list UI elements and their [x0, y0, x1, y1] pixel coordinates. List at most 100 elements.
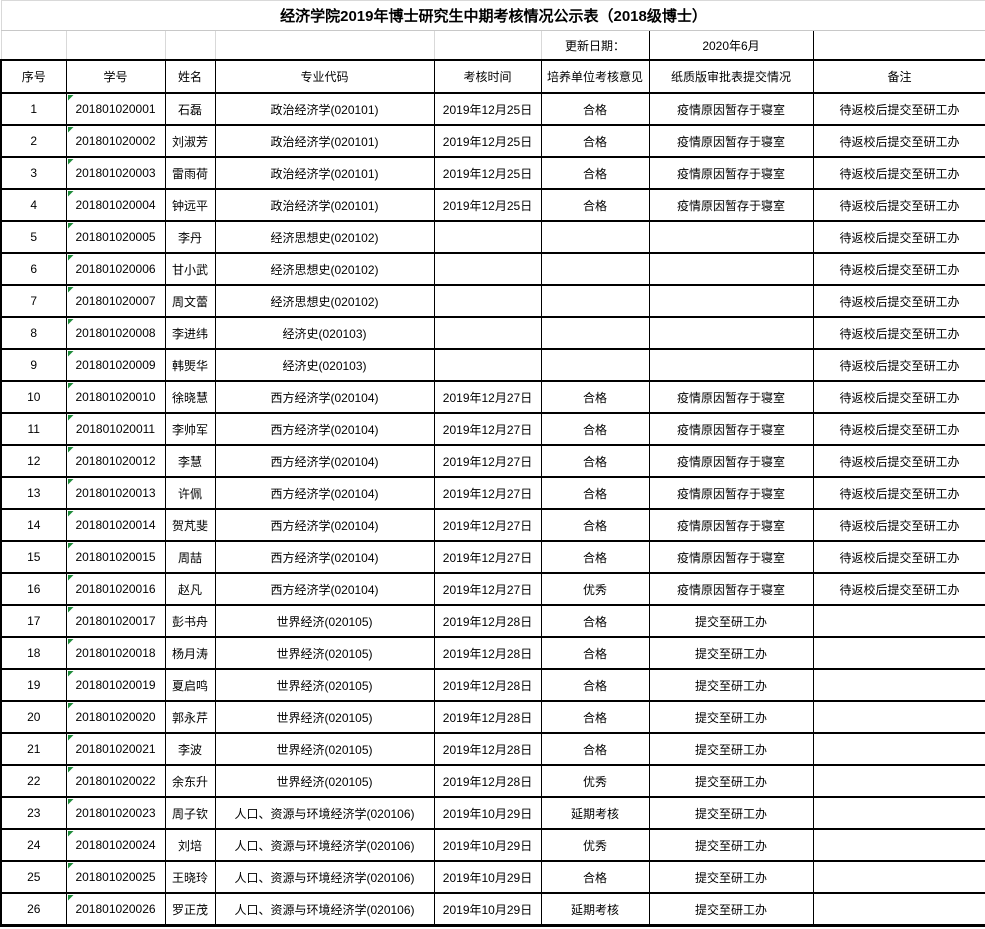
col-header-assess-date[interactable]: 考核时间: [433, 59, 542, 94]
cell-remark[interactable]: 待返校后提交至研工办: [812, 188, 985, 222]
cell-major-code[interactable]: 人口、资源与环境经济学(020106): [214, 892, 435, 927]
cell-assess-date[interactable]: 2019年12月25日: [433, 124, 542, 158]
cell-student-id[interactable]: 201801020010: [65, 380, 166, 414]
cell-seq[interactable]: 24: [0, 828, 67, 862]
cell-assess-date[interactable]: 2019年10月29日: [433, 892, 542, 927]
cell-paper-status[interactable]: 提交至研工办: [648, 700, 814, 734]
cell-paper-status[interactable]: 提交至研工办: [648, 828, 814, 862]
cell-student-id[interactable]: 201801020002: [65, 124, 166, 158]
cell-paper-status[interactable]: 提交至研工办: [648, 764, 814, 798]
cell-remark[interactable]: 待返校后提交至研工办: [812, 92, 985, 126]
cell-opinion[interactable]: 合格: [540, 476, 650, 510]
cell-remark[interactable]: 待返校后提交至研工办: [812, 508, 985, 542]
cell-name[interactable]: 贺芃斐: [164, 508, 216, 542]
cell-name[interactable]: 徐晓慧: [164, 380, 216, 414]
cell-remark[interactable]: [812, 764, 985, 798]
cell-student-id[interactable]: 201801020006: [65, 252, 166, 286]
cell-student-id[interactable]: 201801020024: [65, 828, 166, 862]
cell-major-code[interactable]: 政治经济学(020101): [214, 124, 435, 158]
cell-assess-date[interactable]: 2019年12月28日: [433, 668, 542, 702]
cell-major-code[interactable]: 西方经济学(020104): [214, 476, 435, 510]
cell-major-code[interactable]: 世界经济(020105): [214, 700, 435, 734]
cell-major-code[interactable]: 世界经济(020105): [214, 604, 435, 638]
cell-paper-status[interactable]: [648, 220, 814, 254]
col-header-opinion[interactable]: 培养单位考核意见: [540, 59, 650, 94]
cell-paper-status[interactable]: 提交至研工办: [648, 892, 814, 927]
cell-name[interactable]: 李慧: [164, 444, 216, 478]
cell-remark[interactable]: 待返校后提交至研工办: [812, 284, 985, 318]
cell-name[interactable]: 赵凡: [164, 572, 216, 606]
cell-student-id[interactable]: 201801020022: [65, 764, 166, 798]
cell-seq[interactable]: 7: [0, 284, 67, 318]
cell-paper-status[interactable]: 提交至研工办: [648, 732, 814, 766]
cell-student-id[interactable]: 201801020017: [65, 604, 166, 638]
cell-remark[interactable]: 待返校后提交至研工办: [812, 124, 985, 158]
col-header-paper-status[interactable]: 纸质版审批表提交情况: [648, 59, 814, 94]
cell-opinion[interactable]: 合格: [540, 380, 650, 414]
cell-major-code[interactable]: 人口、资源与环境经济学(020106): [214, 860, 435, 894]
cell-name[interactable]: 夏启鸣: [164, 668, 216, 702]
cell-paper-status[interactable]: 疫情原因暂存于寝室: [648, 92, 814, 126]
cell-name[interactable]: 刘培: [164, 828, 216, 862]
cell-seq[interactable]: 5: [0, 220, 67, 254]
cell-paper-status[interactable]: 疫情原因暂存于寝室: [648, 380, 814, 414]
update-date-value[interactable]: 2020年6月: [648, 30, 814, 61]
cell-seq[interactable]: 15: [0, 540, 67, 574]
cell-assess-date[interactable]: 2019年12月28日: [433, 636, 542, 670]
cell-seq[interactable]: 16: [0, 572, 67, 606]
cell-assess-date[interactable]: 2019年12月25日: [433, 156, 542, 190]
cell-remark[interactable]: 待返校后提交至研工办: [812, 540, 985, 574]
cell-opinion[interactable]: 合格: [540, 732, 650, 766]
cell-assess-date[interactable]: [433, 316, 542, 350]
cell-remark[interactable]: 待返校后提交至研工办: [812, 572, 985, 606]
cell-opinion[interactable]: [540, 284, 650, 318]
cell-major-code[interactable]: 世界经济(020105): [214, 668, 435, 702]
cell-seq[interactable]: 8: [0, 316, 67, 350]
cell-student-id[interactable]: 201801020026: [65, 892, 166, 927]
cell-opinion[interactable]: 合格: [540, 860, 650, 894]
cell-assess-date[interactable]: 2019年12月27日: [433, 380, 542, 414]
cell-paper-status[interactable]: [648, 348, 814, 382]
cell-seq[interactable]: 9: [0, 348, 67, 382]
cell-major-code[interactable]: 经济史(020103): [214, 316, 435, 350]
cell-remark[interactable]: [812, 796, 985, 830]
cell-remark[interactable]: [812, 636, 985, 670]
cell-major-code[interactable]: 西方经济学(020104): [214, 508, 435, 542]
cell-major-code[interactable]: 人口、资源与环境经济学(020106): [214, 828, 435, 862]
cell-paper-status[interactable]: 疫情原因暂存于寝室: [648, 156, 814, 190]
cell-student-id[interactable]: 201801020023: [65, 796, 166, 830]
cell-major-code[interactable]: 世界经济(020105): [214, 732, 435, 766]
cell-opinion[interactable]: [540, 316, 650, 350]
cell-name[interactable]: 韩煚华: [164, 348, 216, 382]
cell-name[interactable]: 李进纬: [164, 316, 216, 350]
cell-remark[interactable]: [812, 732, 985, 766]
cell-opinion[interactable]: 优秀: [540, 828, 650, 862]
cell-paper-status[interactable]: [648, 284, 814, 318]
cell-seq[interactable]: 23: [0, 796, 67, 830]
cell-assess-date[interactable]: 2019年12月27日: [433, 508, 542, 542]
cell-paper-status[interactable]: 疫情原因暂存于寝室: [648, 508, 814, 542]
cell-opinion[interactable]: 合格: [540, 668, 650, 702]
cell-student-id[interactable]: 201801020001: [65, 92, 166, 126]
cell-major-code[interactable]: 西方经济学(020104): [214, 444, 435, 478]
cell-opinion[interactable]: 优秀: [540, 764, 650, 798]
cell-opinion[interactable]: 延期考核: [540, 892, 650, 927]
cell-seq[interactable]: 10: [0, 380, 67, 414]
cell-seq[interactable]: 26: [0, 892, 67, 927]
cell-seq[interactable]: 4: [0, 188, 67, 222]
cell-name[interactable]: 李帅军: [164, 412, 216, 446]
cell-assess-date[interactable]: 2019年12月28日: [433, 700, 542, 734]
cell-opinion[interactable]: 合格: [540, 636, 650, 670]
col-header-student-id[interactable]: 学号: [65, 59, 166, 94]
cell-opinion[interactable]: 合格: [540, 92, 650, 126]
cell-name[interactable]: 彭书舟: [164, 604, 216, 638]
cell-assess-date[interactable]: 2019年10月29日: [433, 828, 542, 862]
cell-student-id[interactable]: 201801020003: [65, 156, 166, 190]
cell-seq[interactable]: 22: [0, 764, 67, 798]
cell-seq[interactable]: 18: [0, 636, 67, 670]
cell-assess-date[interactable]: 2019年12月28日: [433, 604, 542, 638]
cell-name[interactable]: 李丹: [164, 220, 216, 254]
cell-assess-date[interactable]: 2019年12月27日: [433, 572, 542, 606]
cell-assess-date[interactable]: 2019年12月28日: [433, 732, 542, 766]
cell-opinion[interactable]: 合格: [540, 700, 650, 734]
